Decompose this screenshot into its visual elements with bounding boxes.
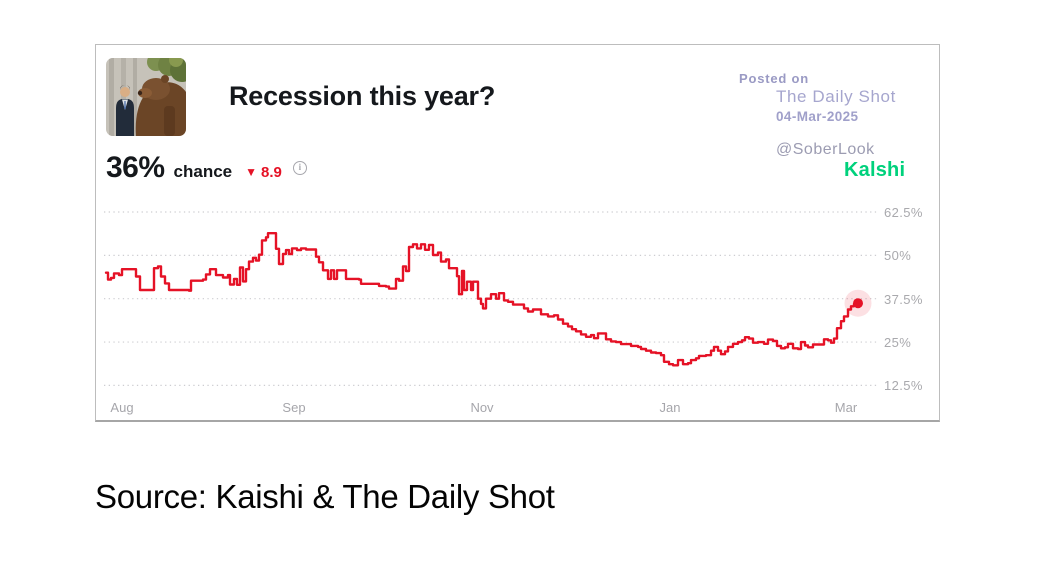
down-triangle-icon: ▼ [245,165,258,179]
chance-row: 36% chance ▼ 8.9 i [106,151,307,185]
kalshi-market-card: Recession this year? 36% chance ▼ 8.9 i … [95,44,940,422]
kalshi-logo: Kalshi [844,159,906,181]
market-thumbnail [106,58,186,136]
posted-on-label: Posted on [739,71,810,86]
twitter-handle: @SoberLook [776,141,875,158]
y-axis-label: 50% [884,248,912,264]
bear-statue-image [106,58,186,136]
chance-value: 36% [106,151,165,184]
market-title: Recession this year? [229,81,496,111]
x-axis-label: Aug [110,400,134,415]
probability-line [104,232,860,367]
chance-label: chance [173,162,233,181]
probability-chart [104,211,879,386]
x-axis-label: Nov [470,400,494,415]
x-axis-label: Mar [834,400,858,415]
y-axis-label: 25% [884,335,912,351]
delta-badge: ▼ 8.9 [245,164,282,181]
source-caption: Source: Kaishi & The Daily Shot [95,478,555,515]
delta-value: 8.9 [261,164,282,181]
posted-date: 04-Mar-2025 [776,109,859,124]
y-axis-label: 12.5% [884,378,923,394]
latest-point-dot [853,298,863,309]
x-axis-label: Jan [659,400,681,415]
info-icon[interactable]: i [292,161,307,175]
x-axis-label: Sep [282,400,306,415]
posted-source: The Daily Shot [776,87,896,106]
y-axis-label: 62.5% [884,205,923,220]
y-axis-label: 37.5% [884,291,923,307]
